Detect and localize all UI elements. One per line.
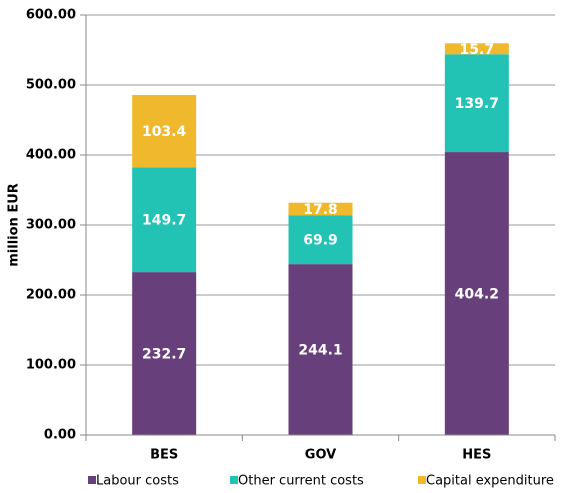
legend-label: Other current costs: [238, 474, 364, 489]
x-tick-label: GOV: [305, 448, 336, 463]
y-axis-label: million EUR: [7, 183, 22, 267]
data-label: 17.8: [303, 202, 338, 218]
y-tick-label: 0.00: [44, 428, 76, 443]
legend-swatch: [88, 476, 96, 484]
y-tick-label: 300.00: [26, 218, 76, 233]
bar-segment: [288, 202, 353, 216]
data-label: 232.7: [142, 347, 186, 363]
data-label: 69.9: [303, 233, 338, 249]
legend-label: Labour costs: [96, 474, 179, 489]
bar-segment: [132, 94, 197, 168]
data-label: 103.4: [142, 124, 187, 140]
x-tick-label: BES: [150, 448, 178, 463]
y-tick-label: 100.00: [26, 358, 76, 373]
x-tick-label: HES: [462, 448, 491, 463]
data-label: 149.7: [142, 213, 186, 229]
bar-segment: [444, 152, 509, 435]
y-tick-label: 500.00: [26, 78, 76, 93]
legend-swatch: [418, 476, 426, 484]
bar-segment: [132, 167, 197, 273]
bar-segment: [444, 43, 509, 55]
y-tick-label: 400.00: [26, 148, 76, 163]
data-label: 244.1: [298, 343, 342, 359]
legend-swatch: [230, 476, 238, 484]
bar-segment: [288, 215, 353, 265]
bar-segment: [288, 264, 353, 435]
data-label: 15.7: [460, 42, 495, 58]
legend-label: Capital expenditure: [426, 474, 554, 489]
bar-segment: [132, 272, 197, 435]
y-tick-label: 200.00: [26, 288, 76, 303]
bar-segment: [444, 54, 509, 153]
y-tick-label: 600.00: [26, 8, 76, 23]
data-label: 139.7: [455, 96, 499, 112]
data-label: 404.2: [455, 287, 499, 303]
